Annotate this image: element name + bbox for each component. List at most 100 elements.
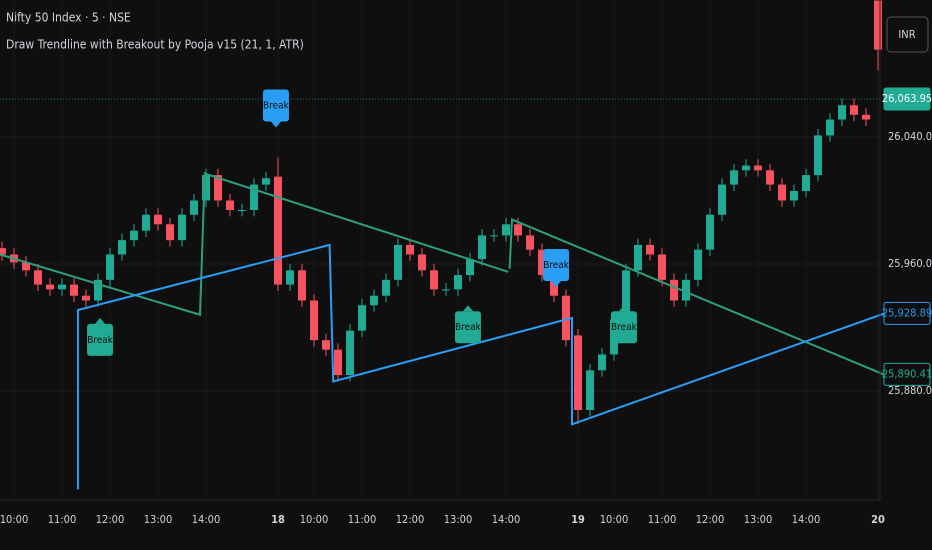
plot: Break Break Break Break Break — [0, 0, 886, 500]
x-tick-label: 13:00 — [744, 513, 773, 526]
candle-body — [250, 184, 258, 210]
break-label-box — [262, 89, 289, 122]
candle-body — [334, 349, 342, 376]
trendline — [76, 243, 886, 490]
candle-body — [202, 175, 210, 201]
x-tick-label: 20 — [871, 513, 885, 526]
indicator-title: Draw Trendline with Breakout by Pooja v1… — [6, 38, 304, 52]
candle-body — [526, 235, 534, 250]
x-tick-label: 11:00 — [348, 513, 377, 526]
price-label: 26,063.95 — [882, 92, 932, 105]
x-tick-label: 12:00 — [396, 513, 425, 526]
y-tick-label: 25,880.00 — [888, 384, 932, 397]
candle-body — [238, 210, 246, 211]
currency-box[interactable] — [886, 16, 929, 53]
break-label-box — [87, 323, 114, 356]
x-tick-label: 12:00 — [696, 513, 725, 526]
candle-body — [790, 190, 798, 201]
candle-body — [442, 289, 450, 291]
candle-body — [214, 175, 222, 201]
candle-body — [46, 284, 54, 290]
break-label: Break — [263, 100, 290, 111]
candle-body — [382, 279, 390, 296]
x-tick-label: 18 — [271, 513, 285, 526]
candle-body — [430, 270, 438, 290]
x-tick-label: 14:00 — [492, 513, 521, 526]
candle-body — [322, 340, 330, 350]
x-tick-label: 14:00 — [792, 513, 821, 526]
candle-body — [298, 270, 306, 301]
candle-body — [754, 165, 762, 171]
price-label: 25,928.89 — [882, 306, 932, 319]
candle-body — [514, 224, 522, 236]
candle-body — [490, 235, 498, 237]
break-label: Break — [87, 335, 114, 346]
y-tick-label: 26,040.00 — [888, 130, 932, 143]
symbol-title: Nifty 50 Index · 5 · NSE — [6, 11, 131, 25]
candle-body — [226, 200, 234, 210]
candle-body — [802, 175, 810, 191]
candle-body — [454, 275, 462, 290]
candle-body — [646, 244, 654, 255]
break-pointer — [551, 280, 562, 287]
candle-body — [658, 254, 666, 280]
x-tick-label: 13:00 — [144, 513, 173, 526]
candle-body — [694, 249, 702, 280]
candle-body — [118, 240, 126, 255]
candle-body — [874, 0, 882, 50]
x-tick-label: 10:00 — [600, 513, 629, 526]
candle-body — [178, 214, 186, 241]
candle-body — [394, 244, 402, 280]
candle-body — [550, 275, 558, 296]
x-tick-label: 12:00 — [96, 513, 125, 526]
candle-body — [742, 165, 750, 171]
candle-body — [634, 244, 642, 271]
candle-body — [706, 214, 714, 250]
candle-body — [82, 295, 90, 301]
candle-body — [370, 295, 378, 306]
currency[interactable]: INR — [898, 28, 915, 41]
x-tick-label: 14:00 — [192, 513, 221, 526]
break-label: Break — [611, 322, 638, 333]
candle-body — [142, 214, 150, 231]
candle-body — [406, 244, 414, 255]
x-tick-label: 10:00 — [300, 513, 329, 526]
break-label: Break — [455, 322, 482, 333]
x-tick-label: 13:00 — [444, 513, 473, 526]
break-pointer — [95, 317, 106, 324]
break-label-box — [454, 311, 481, 344]
candle-body — [682, 279, 690, 301]
candle-body — [286, 270, 294, 285]
candle-body — [778, 184, 786, 201]
break-pointer — [462, 305, 473, 312]
candle-body — [766, 170, 774, 185]
x-tick-label: 11:00 — [648, 513, 677, 526]
break-label-box — [543, 248, 570, 281]
price-label-box — [883, 362, 931, 386]
candle-body — [838, 105, 846, 120]
candle-body — [418, 254, 426, 271]
candle-body — [718, 184, 726, 215]
y-tick-label: 25,960.00 — [888, 257, 932, 270]
candle-body — [130, 230, 138, 241]
candle-body — [574, 335, 582, 410]
trendline — [0, 172, 509, 317]
candle-body — [166, 224, 174, 241]
candle-body — [670, 279, 678, 301]
break-label: Break — [543, 260, 570, 271]
candle-body — [274, 176, 282, 285]
candle-body — [0, 248, 6, 255]
candle-body — [586, 370, 594, 410]
candle-body — [190, 200, 198, 215]
break-pointer — [270, 121, 281, 128]
break-label-box — [610, 311, 637, 344]
candle-body — [310, 300, 318, 341]
candle-body — [154, 214, 162, 225]
price-label-box — [883, 301, 931, 325]
x-tick-label: 10:00 — [0, 513, 28, 526]
candle-body — [262, 178, 270, 185]
candle-body — [538, 249, 546, 276]
candle-body — [502, 224, 510, 236]
